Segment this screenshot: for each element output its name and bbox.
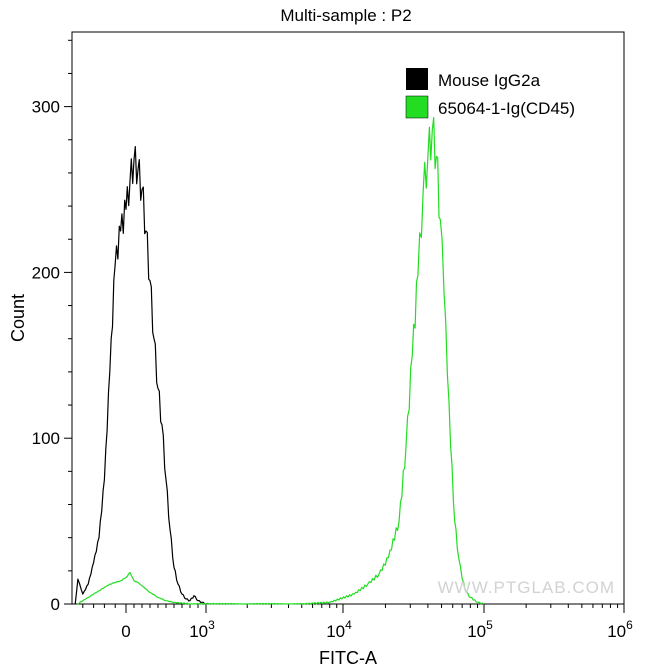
x-tick-label: 0 <box>121 622 130 641</box>
y-tick-label: 300 <box>32 98 60 117</box>
x-tick-label: 106 <box>607 618 633 641</box>
x-tick-base: 10 <box>326 622 345 641</box>
y-tick-label: 200 <box>32 263 60 282</box>
y-tick-label: 0 <box>51 595 60 614</box>
chart-title: Multi-sample : P2 <box>280 6 411 25</box>
y-axis-label: Count <box>8 294 28 342</box>
legend: Mouse IgG2a 65064-1-Ig(CD45) <box>405 68 575 119</box>
series-layer <box>74 117 485 605</box>
x-tick-base: 10 <box>467 622 486 641</box>
x-tick-exponent: 6 <box>626 618 633 632</box>
series-line-cd45 <box>77 117 485 605</box>
x-axis: 0 103 104 105 106 <box>82 604 633 641</box>
x-tick-label: 103 <box>189 618 215 641</box>
y-tick-label: 100 <box>32 429 60 448</box>
x-tick-label: 105 <box>467 618 493 641</box>
x-tick-exponent: 5 <box>486 618 493 632</box>
y-axis: 0 100 200 300 <box>32 39 72 614</box>
legend-swatch-mouse-igg2a <box>406 68 428 90</box>
x-tick-base: 10 <box>189 622 208 641</box>
x-tick-exponent: 4 <box>345 618 352 632</box>
plot-area-frame <box>71 31 625 605</box>
legend-swatch-cd45 <box>405 95 429 119</box>
x-tick-base: 10 <box>607 622 626 641</box>
x-axis-label: FITC-A <box>319 648 377 668</box>
legend-label-cd45: 65064-1-Ig(CD45) <box>438 99 575 118</box>
watermark: WWW.PTGLAB.COM <box>438 578 615 597</box>
x-tick-exponent: 3 <box>208 618 215 632</box>
legend-label-mouse-igg2a: Mouse IgG2a <box>438 71 541 90</box>
x-tick-base: 0 <box>121 622 130 641</box>
x-tick-label: 104 <box>326 618 352 641</box>
series-line-mouse-igg2a <box>74 146 210 605</box>
